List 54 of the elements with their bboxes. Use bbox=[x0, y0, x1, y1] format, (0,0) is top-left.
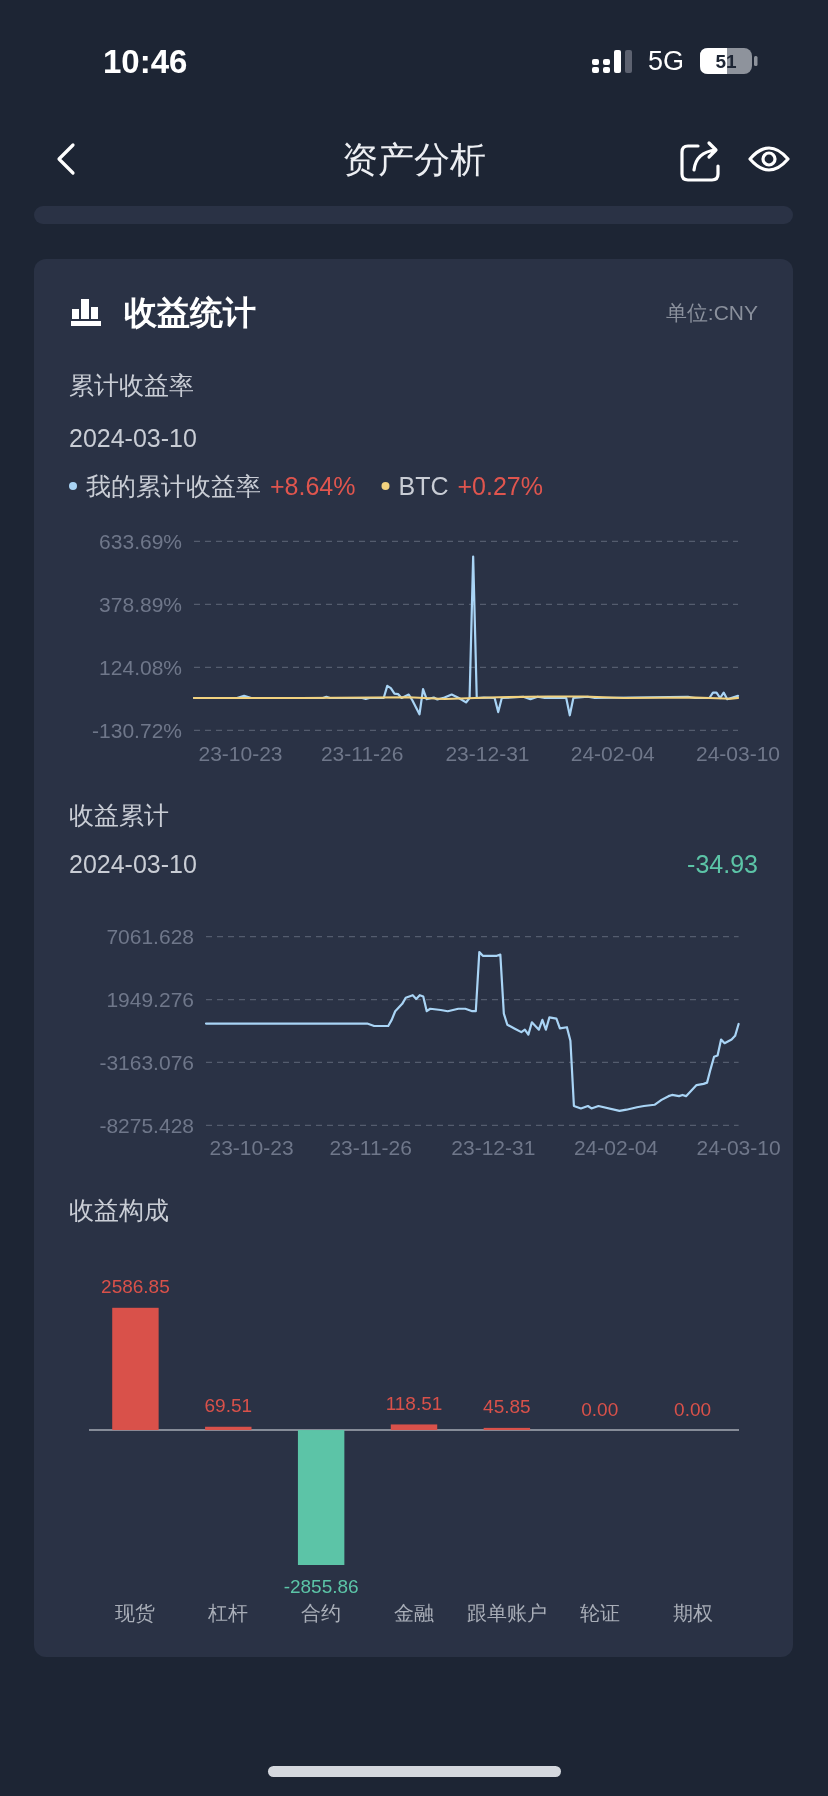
chart-subtitle: 2024-03-10 bbox=[69, 850, 197, 878]
data-label: 2586.85 bbox=[101, 1276, 170, 1298]
text: 收益统计 bbox=[124, 293, 256, 331]
text: +8.64% bbox=[270, 472, 356, 500]
bar bbox=[390, 1424, 438, 1431]
x-tick-label: 合约 bbox=[301, 1602, 342, 1624]
text: 51 bbox=[715, 51, 737, 72]
data-label: 45.85 bbox=[483, 1396, 531, 1418]
text: 单位:CNY bbox=[665, 300, 758, 324]
text: 10:46 bbox=[103, 42, 188, 80]
x-tick-label: 金融 bbox=[394, 1602, 434, 1624]
y-tick-label: -3163.076 bbox=[99, 1050, 194, 1074]
text: 资产分析 bbox=[342, 138, 486, 180]
chart-title: 收益构成 bbox=[69, 1196, 169, 1224]
x-tick-label: 23-11-26 bbox=[329, 1135, 412, 1159]
data-label: 0.00 bbox=[674, 1398, 712, 1420]
x-tick-label: 24-03-10 bbox=[695, 741, 781, 765]
bar bbox=[483, 1427, 531, 1431]
x-tick-label: 23-10-23 bbox=[198, 741, 283, 765]
x-tick-label: 23-12-31 bbox=[445, 741, 530, 765]
y-tick-label: 124.08% bbox=[99, 655, 182, 679]
x-tick-label: 跟单账户 bbox=[466, 1602, 547, 1624]
text: -34.93 bbox=[687, 850, 758, 878]
data-label: 118.51 bbox=[385, 1392, 443, 1414]
line-series bbox=[204, 951, 740, 1113]
chart-title: 累计收益率 bbox=[69, 371, 194, 399]
y-tick-label: -8275.428 bbox=[99, 1113, 194, 1137]
bar bbox=[297, 1430, 345, 1565]
y-tick-label: 7061.628 bbox=[106, 925, 194, 949]
legend-label: 我的累计收益率 bbox=[86, 472, 261, 500]
text: 5G bbox=[648, 46, 685, 76]
chart-subtitle: 2024-03-10 bbox=[69, 424, 197, 452]
y-tick-label: 633.69% bbox=[99, 529, 182, 553]
x-tick-label: 期权 bbox=[672, 1602, 713, 1624]
data-label: -2855.86 bbox=[283, 1575, 359, 1597]
legend-label: BTC bbox=[398, 472, 449, 500]
text: +0.27% bbox=[457, 472, 543, 500]
data-label: 69.51 bbox=[204, 1395, 253, 1417]
x-tick-label: 杠杆 bbox=[207, 1602, 249, 1624]
chart-title: 收益累计 bbox=[69, 801, 169, 829]
x-tick-label: 23-10-23 bbox=[209, 1135, 294, 1159]
x-tick-label: 23-11-26 bbox=[320, 741, 404, 765]
bar bbox=[205, 1426, 252, 1431]
y-tick-label: 378.89% bbox=[99, 592, 182, 616]
x-tick-label: 现货 bbox=[115, 1602, 156, 1624]
x-tick-label: 24-02-04 bbox=[573, 1135, 659, 1159]
x-tick-label: 24-03-10 bbox=[696, 1135, 781, 1159]
bar bbox=[112, 1307, 159, 1431]
y-tick-label: -130.72% bbox=[92, 718, 182, 742]
y-tick-label: 1949.276 bbox=[106, 988, 194, 1012]
data-label: 0.00 bbox=[581, 1398, 619, 1420]
x-tick-label: 24-02-04 bbox=[570, 741, 656, 765]
x-tick-label: 轮证 bbox=[579, 1602, 620, 1624]
x-tick-label: 23-12-31 bbox=[451, 1135, 536, 1159]
